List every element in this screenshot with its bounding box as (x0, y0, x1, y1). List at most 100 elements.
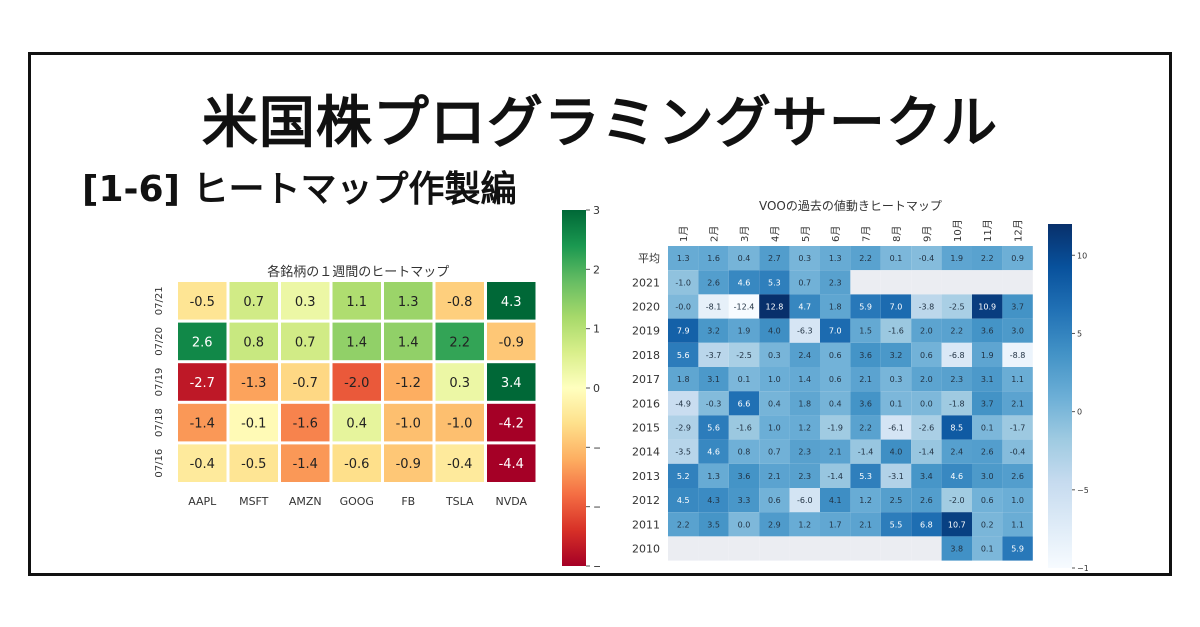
heatmap-cell (941, 512, 972, 537)
heatmap-cell (435, 363, 484, 401)
heatmap-cell (789, 246, 820, 271)
cell-label: 2.3 (798, 448, 811, 457)
cell-label: -4.9 (675, 399, 691, 408)
cell-label: 2.6 (192, 335, 213, 350)
heatmap-cell (229, 444, 278, 482)
heatmap-cell (668, 536, 699, 561)
cell-label: 4.1 (829, 496, 842, 505)
y-tick-label: 07/21 (154, 286, 165, 315)
x-tick-label: NVDA (495, 495, 527, 508)
heatmap-cell (789, 270, 820, 295)
heatmap-cell (972, 318, 1003, 343)
y-tick-label: 2021 (632, 276, 660, 289)
cell-label: 1.8 (677, 375, 690, 384)
cell-label: -2.5 (736, 351, 752, 360)
cell-label: -8.1 (706, 303, 722, 312)
cell-label: 3.2 (890, 351, 903, 360)
heatmap-cell (728, 270, 760, 295)
cell-label: 0.1 (981, 424, 994, 433)
cell-label: 2.1 (1011, 399, 1024, 408)
cell-label: -2.9 (675, 424, 691, 433)
heatmap-cell (880, 488, 912, 513)
cell-label: -0.3 (706, 399, 722, 408)
colorbar-tick-label: 0 (1077, 408, 1082, 417)
x-tick-label: TSLA (445, 495, 474, 508)
cell-label: -0.5 (241, 457, 266, 472)
cell-label: -1.8 (949, 399, 965, 408)
cell-label: 1.2 (859, 496, 872, 505)
heatmap-cell (759, 318, 790, 343)
cell-label: 1.6 (707, 254, 720, 263)
cell-label: -2.6 (919, 424, 935, 433)
heatmap-cell (728, 342, 760, 367)
heatmap-cell (698, 512, 729, 537)
heatmap-cell (1002, 463, 1033, 488)
heatmap-cell (820, 391, 851, 416)
cell-label: 0.6 (829, 351, 842, 360)
heatmap-cell (820, 512, 851, 537)
cell-label: 3.0 (981, 472, 994, 481)
heatmap-cell (668, 512, 699, 537)
heatmap-cell (332, 363, 381, 401)
cell-label: 1.3 (677, 254, 690, 263)
heatmap-cell (668, 415, 699, 440)
cell-label: 1.0 (1011, 496, 1024, 505)
x-tick-label: 11月 (982, 219, 994, 242)
heatmap-cell (880, 415, 912, 440)
heatmap-cell (850, 318, 881, 343)
colorbar-tick-label: 5 (1077, 329, 1082, 338)
cell-label: 0.3 (798, 254, 811, 263)
heatmap-cell (759, 439, 790, 464)
y-tick-label: 2017 (632, 373, 660, 386)
heatmap-cell (759, 512, 790, 537)
x-tick-label: GOOG (340, 495, 374, 508)
cell-label: -0.0 (675, 303, 691, 312)
y-tick-label: 平均 (638, 252, 660, 265)
cell-label: 8.5 (950, 424, 963, 433)
cell-label: 0.6 (920, 351, 933, 360)
colorbar-tick-label: 2 (593, 263, 600, 276)
cell-label: -1.0 (447, 417, 472, 432)
heatmap-cell (911, 488, 942, 513)
cell-label: -1.6 (888, 327, 904, 336)
cell-label: -0.4 (919, 254, 935, 263)
cell-label: 0.7 (798, 278, 811, 287)
cell-label: 4.5 (677, 496, 690, 505)
heatmap-cell (668, 318, 699, 343)
y-tick-label: 07/19 (154, 368, 165, 397)
heatmap-cell (880, 294, 912, 319)
heatmap-cell (880, 391, 912, 416)
heatmap-title: VOOの過去の値動きヒートマップ (759, 198, 942, 213)
cell-label: -0.4 (190, 457, 215, 472)
cell-label: -1.4 (190, 417, 215, 432)
cell-label: 2.7 (768, 254, 781, 263)
heatmap-cell (941, 294, 972, 319)
heatmap-cell (698, 439, 729, 464)
cell-label: -1.6 (736, 424, 752, 433)
cell-label: 2.1 (859, 520, 872, 529)
heatmap-cell (911, 415, 942, 440)
x-tick-label: 1月 (678, 226, 690, 242)
cell-label: -1.0 (675, 278, 691, 287)
y-tick-label: 2010 (632, 543, 660, 556)
heatmap-cell (972, 391, 1003, 416)
heatmap-cell (850, 415, 881, 440)
colorbar (562, 210, 586, 566)
cell-label: 5.6 (677, 351, 690, 360)
cell-label: -0.8 (447, 295, 472, 310)
cell-label: -0.9 (499, 335, 524, 350)
heatmap-cell (759, 415, 790, 440)
heatmap-cell (850, 463, 881, 488)
heatmap-cell (759, 367, 790, 392)
heatmap-cell (789, 294, 820, 319)
cell-label: 0.4 (738, 254, 751, 263)
cell-label: -1.4 (293, 457, 318, 472)
heatmap-cell (941, 318, 972, 343)
x-tick-label: 7月 (861, 226, 873, 242)
heatmap-cell (728, 367, 760, 392)
heatmap-cell (880, 367, 912, 392)
heatmap-cell (820, 463, 851, 488)
x-tick-label: 5月 (800, 226, 812, 242)
y-tick-label: 2013 (632, 470, 660, 483)
heatmap-cell (698, 270, 729, 295)
